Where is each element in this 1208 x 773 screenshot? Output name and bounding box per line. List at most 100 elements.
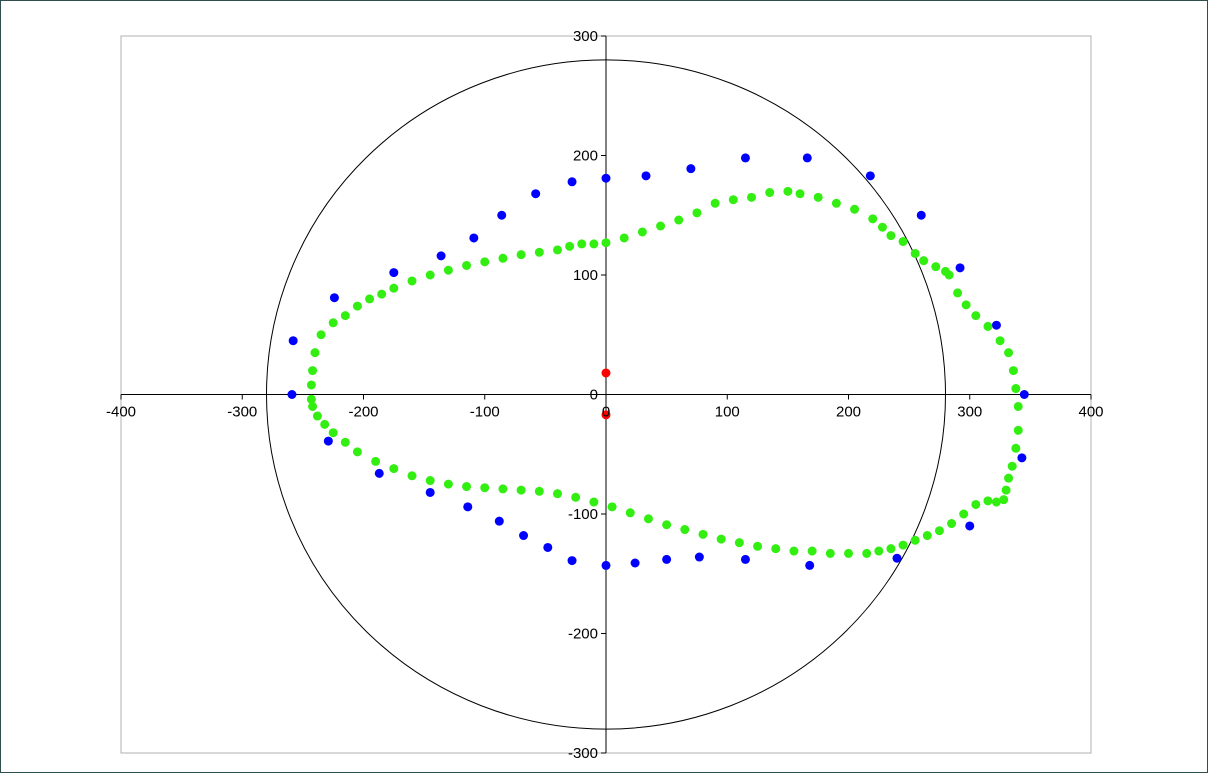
data-point	[1001, 485, 1011, 495]
data-point	[329, 293, 339, 303]
data-point	[983, 496, 993, 506]
data-point	[534, 486, 544, 496]
data-point	[965, 521, 975, 531]
data-point	[734, 538, 744, 548]
data-point	[374, 468, 384, 478]
data-point	[931, 262, 941, 272]
data-point	[995, 336, 1005, 346]
data-point	[740, 554, 750, 564]
data-point	[306, 380, 316, 390]
data-point	[947, 519, 957, 529]
data-point	[407, 276, 417, 286]
data-point	[959, 509, 969, 519]
data-point	[589, 239, 599, 249]
data-point	[971, 499, 981, 509]
data-point	[425, 270, 435, 280]
data-point	[462, 482, 472, 492]
tick-labels: -400 -300 -200 -100 0 100 200 300 400 -300 -200 -10…	[106, 28, 1104, 762]
data-point	[377, 289, 387, 299]
data-point	[753, 541, 763, 551]
data-point	[571, 492, 581, 502]
series-layer	[287, 153, 1029, 570]
data-point	[288, 336, 298, 346]
data-point	[865, 171, 875, 181]
x-tick-label: 0	[602, 404, 610, 421]
data-point	[662, 520, 672, 530]
data-point	[1011, 384, 1021, 394]
data-point	[971, 311, 981, 321]
data-point	[789, 546, 799, 556]
x-tick-label: -200	[348, 404, 378, 421]
data-point	[287, 390, 297, 399]
data-point	[805, 560, 815, 570]
data-point	[601, 368, 611, 378]
data-point	[601, 410, 611, 420]
x-tick-label: 100	[715, 404, 740, 421]
data-point	[874, 546, 884, 556]
x-tick-label: -300	[227, 404, 257, 421]
data-point	[589, 497, 599, 507]
data-point	[320, 419, 330, 429]
data-point	[747, 192, 756, 202]
data-point	[641, 171, 651, 181]
data-point	[607, 502, 617, 512]
data-point	[1004, 348, 1014, 358]
data-point	[813, 192, 823, 202]
data-point	[955, 263, 965, 273]
x-tick-label: 400	[1078, 404, 1103, 421]
data-point	[352, 447, 362, 457]
data-point	[306, 394, 316, 404]
data-point	[498, 484, 508, 494]
data-point	[898, 237, 908, 247]
data-point	[953, 288, 963, 298]
data-point	[728, 195, 738, 205]
x-tick-label: -100	[470, 404, 500, 421]
data-point	[328, 428, 338, 438]
data-point	[497, 210, 507, 220]
data-point	[601, 238, 611, 248]
data-point	[1011, 443, 1021, 453]
data-point	[480, 257, 490, 267]
data-point	[436, 251, 446, 261]
data-point	[371, 456, 381, 466]
data-point	[577, 239, 587, 249]
data-point	[498, 253, 508, 263]
data-point	[765, 188, 775, 198]
data-point	[1007, 461, 1017, 471]
data-point	[567, 177, 577, 187]
data-point	[619, 233, 629, 243]
data-point	[919, 256, 929, 266]
data-point	[425, 476, 435, 486]
y-tick-label: -200	[568, 626, 598, 643]
data-point	[680, 525, 690, 535]
data-point	[934, 526, 944, 536]
data-point	[716, 534, 726, 544]
x-tick-label: -400	[106, 404, 136, 421]
data-point	[795, 189, 805, 199]
data-point	[877, 222, 887, 232]
data-point	[1013, 425, 1023, 435]
data-point	[674, 215, 684, 225]
data-point	[389, 283, 399, 293]
data-point	[601, 560, 611, 570]
data-point	[425, 487, 435, 497]
data-point	[922, 531, 932, 541]
data-point	[469, 233, 479, 243]
data-point	[892, 553, 902, 563]
data-point	[740, 153, 750, 163]
data-point	[662, 554, 672, 564]
data-point	[567, 556, 577, 566]
data-point	[961, 300, 971, 310]
data-point	[534, 247, 544, 257]
data-point	[807, 546, 817, 556]
y-tick-label: 100	[573, 267, 598, 284]
data-point	[886, 231, 896, 241]
data-point	[407, 471, 417, 481]
data-point	[991, 497, 1001, 507]
data-point	[944, 270, 954, 280]
data-point	[898, 540, 908, 550]
data-point	[323, 436, 333, 446]
data-point	[1013, 401, 1023, 411]
data-point	[516, 250, 526, 260]
